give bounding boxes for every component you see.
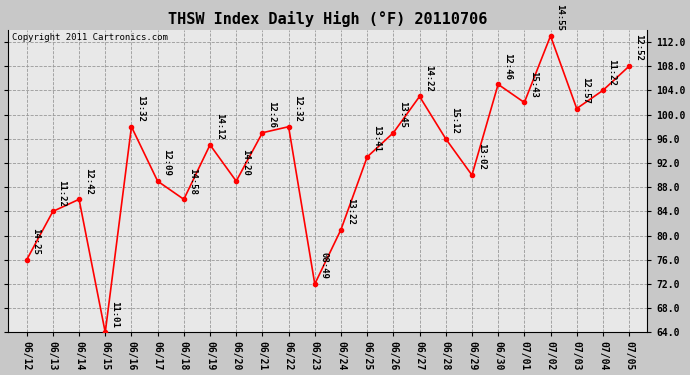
Text: 11:22: 11:22 (608, 58, 617, 86)
Text: 12:52: 12:52 (634, 34, 643, 62)
Text: 14:22: 14:22 (424, 65, 433, 92)
Text: 15:12: 15:12 (451, 107, 460, 134)
Text: Copyright 2011 Cartronics.com: Copyright 2011 Cartronics.com (12, 33, 168, 42)
Text: 14:58: 14:58 (188, 168, 197, 195)
Text: 14:20: 14:20 (241, 150, 250, 176)
Text: 14:55: 14:55 (555, 4, 564, 31)
Text: 08:49: 08:49 (319, 252, 328, 279)
Text: 13:32: 13:32 (136, 95, 145, 122)
Text: 12:09: 12:09 (162, 150, 171, 176)
Text: 13:22: 13:22 (346, 198, 355, 225)
Title: THSW Index Daily High (°F) 20110706: THSW Index Daily High (°F) 20110706 (168, 11, 488, 27)
Text: 13:41: 13:41 (372, 125, 381, 152)
Text: 12:32: 12:32 (293, 95, 302, 122)
Text: 13:45: 13:45 (398, 101, 407, 128)
Text: 12:57: 12:57 (582, 77, 591, 104)
Text: 14:25: 14:25 (31, 228, 41, 255)
Text: 14:12: 14:12 (215, 113, 224, 140)
Text: 11:22: 11:22 (57, 180, 66, 207)
Text: 13:02: 13:02 (477, 143, 486, 170)
Text: 11:01: 11:01 (110, 301, 119, 328)
Text: 12:26: 12:26 (267, 101, 276, 128)
Text: 12:46: 12:46 (503, 53, 512, 80)
Text: 15:43: 15:43 (529, 71, 538, 98)
Text: 12:42: 12:42 (83, 168, 92, 195)
